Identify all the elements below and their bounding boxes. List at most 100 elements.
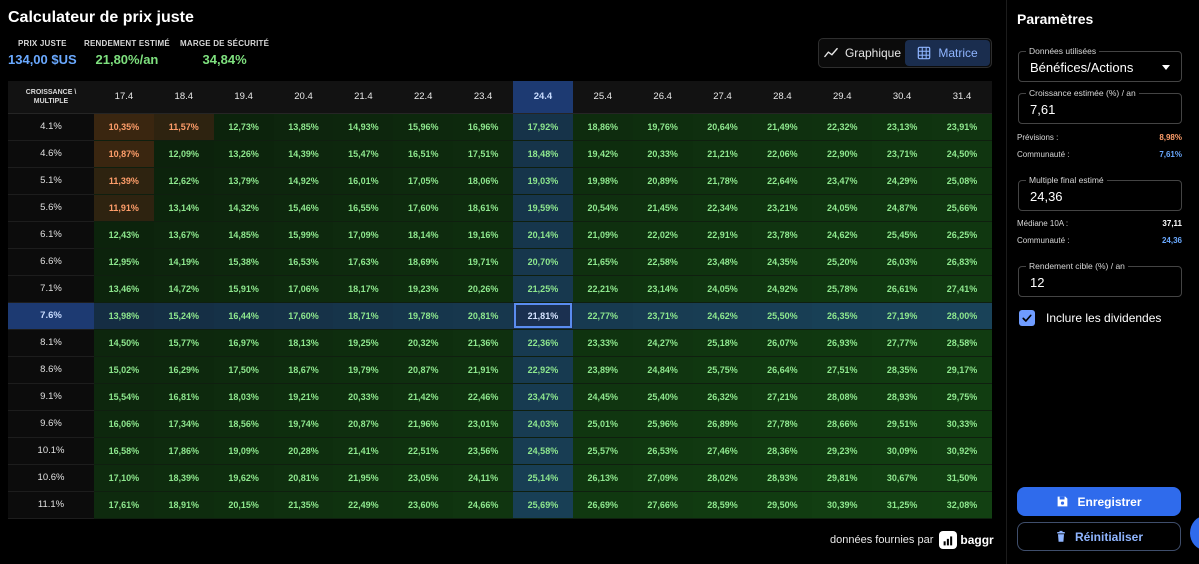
matrix-cell[interactable]: 17,09% xyxy=(333,221,394,249)
matrix-cell[interactable]: 25,18% xyxy=(692,329,753,357)
matrix-cell[interactable]: 18,71% xyxy=(333,302,394,330)
matrix-cell[interactable]: 18,06% xyxy=(453,167,514,195)
matrix-cell[interactable]: 22,92% xyxy=(513,356,573,384)
matrix-cell[interactable]: 20,87% xyxy=(333,410,394,438)
matrix-cell[interactable]: 24,62% xyxy=(812,221,873,249)
matrix-cell[interactable]: 23,01% xyxy=(453,410,514,438)
matrix-cell[interactable]: 20,81% xyxy=(453,302,514,330)
matrix-cell[interactable]: 24,50% xyxy=(932,140,992,168)
matrix-cell[interactable]: 18,69% xyxy=(393,248,454,276)
matrix-cell[interactable]: 16,96% xyxy=(453,113,514,141)
matrix-cell[interactable]: 15,91% xyxy=(213,275,274,303)
matrix-cell[interactable]: 14,92% xyxy=(273,167,334,195)
matrix-cell[interactable]: 24,05% xyxy=(812,194,873,222)
chart-view-button[interactable]: Graphique xyxy=(820,40,905,66)
matrix-cell[interactable]: 30,67% xyxy=(872,464,933,492)
matrix-cell[interactable]: 21,36% xyxy=(453,329,514,357)
matrix-cell[interactable]: 17,60% xyxy=(273,302,334,330)
matrix-cell[interactable]: 20,64% xyxy=(692,113,753,141)
matrix-cell[interactable]: 20,28% xyxy=(273,437,334,465)
matrix-cell[interactable]: 19,71% xyxy=(453,248,514,276)
matrix-cell[interactable]: 25,01% xyxy=(572,410,633,438)
matrix-cell[interactable]: 24,05% xyxy=(692,275,753,303)
matrix-cell[interactable]: 20,81% xyxy=(273,464,334,492)
matrix-cell[interactable]: 23,56% xyxy=(453,437,514,465)
matrix-cell[interactable]: 26,64% xyxy=(752,356,813,384)
matrix-cell[interactable]: 18,48% xyxy=(513,140,573,168)
matrix-cell[interactable]: 19,59% xyxy=(513,194,573,222)
matrix-cell[interactable]: 25,20% xyxy=(812,248,873,276)
matrix-cell[interactable]: 22,91% xyxy=(692,221,753,249)
matrix-cell[interactable]: 29,23% xyxy=(812,437,873,465)
matrix-cell[interactable]: 23,60% xyxy=(393,491,454,519)
matrix-cell[interactable]: 20,87% xyxy=(393,356,454,384)
matrix-cell[interactable]: 26,13% xyxy=(572,464,633,492)
matrix-cell[interactable]: 18,13% xyxy=(273,329,334,357)
matrix-cell[interactable]: 25,45% xyxy=(872,221,933,249)
matrix-cell[interactable]: 21,35% xyxy=(273,491,334,519)
matrix-cell[interactable]: 16,97% xyxy=(213,329,274,357)
matrix-cell[interactable]: 17,60% xyxy=(393,194,454,222)
matrix-cell[interactable]: 13,67% xyxy=(153,221,214,249)
save-button[interactable]: Enregistrer xyxy=(1017,487,1181,516)
matrix-cell[interactable]: 22,21% xyxy=(572,275,633,303)
matrix-cell[interactable]: 10,35% xyxy=(94,113,154,141)
matrix-cell[interactable]: 15,77% xyxy=(153,329,214,357)
matrix-cell[interactable]: 14,72% xyxy=(153,275,214,303)
matrix-cell[interactable]: 11,39% xyxy=(94,167,154,195)
matrix-cell[interactable]: 17,10% xyxy=(94,464,154,492)
matrix-cell[interactable]: 21,09% xyxy=(572,221,633,249)
matrix-cell[interactable]: 15,24% xyxy=(153,302,214,330)
matrix-cell[interactable]: 25,96% xyxy=(632,410,693,438)
matrix-cell[interactable]: 21,49% xyxy=(752,113,813,141)
matrix-cell[interactable]: 20,15% xyxy=(213,491,274,519)
matrix-cell[interactable]: 30,09% xyxy=(872,437,933,465)
matrix-cell[interactable]: 18,67% xyxy=(273,356,334,384)
matrix-cell[interactable]: 17,05% xyxy=(393,167,454,195)
matrix-cell[interactable]: 16,58% xyxy=(94,437,154,465)
matrix-cell[interactable]: 15,46% xyxy=(273,194,334,222)
matrix-cell[interactable]: 18,14% xyxy=(393,221,454,249)
matrix-cell[interactable]: 12,43% xyxy=(94,221,154,249)
matrix-cell[interactable]: 16,53% xyxy=(273,248,334,276)
matrix-cell[interactable]: 18,61% xyxy=(453,194,514,222)
matrix-cell[interactable]: 26,32% xyxy=(692,383,753,411)
matrix-cell[interactable]: 22,90% xyxy=(812,140,873,168)
matrix-cell[interactable]: 25,69% xyxy=(513,491,573,519)
matrix-cell[interactable]: 17,61% xyxy=(94,491,154,519)
matrix-cell[interactable]: 28,66% xyxy=(812,410,873,438)
matrix-cell[interactable]: 24,84% xyxy=(632,356,693,384)
matrix-cell[interactable]: 16,55% xyxy=(333,194,394,222)
reset-button[interactable]: Réinitialiser xyxy=(1017,522,1181,551)
matrix-cell[interactable]: 23,47% xyxy=(812,167,873,195)
matrix-cell[interactable]: 26,25% xyxy=(932,221,992,249)
matrix-cell[interactable]: 14,32% xyxy=(213,194,274,222)
matrix-cell[interactable]: 17,06% xyxy=(273,275,334,303)
matrix-cell[interactable]: 25,40% xyxy=(632,383,693,411)
matrix-cell[interactable]: 29,51% xyxy=(872,410,933,438)
matrix-cell[interactable]: 24,03% xyxy=(513,410,573,438)
matrix-cell[interactable]: 21,95% xyxy=(333,464,394,492)
matrix-cell[interactable]: 22,32% xyxy=(812,113,873,141)
matrix-cell[interactable]: 10,87% xyxy=(94,140,154,168)
matrix-cell[interactable]: 25,57% xyxy=(572,437,633,465)
matrix-cell[interactable]: 13,14% xyxy=(153,194,214,222)
matrix-cell[interactable]: 18,17% xyxy=(333,275,394,303)
matrix-cell[interactable]: 26,61% xyxy=(872,275,933,303)
matrix-cell[interactable]: 18,91% xyxy=(153,491,214,519)
matrix-cell[interactable]: 24,35% xyxy=(752,248,813,276)
matrix-view-button[interactable]: Matrice xyxy=(905,40,990,66)
matrix-cell[interactable]: 24,92% xyxy=(752,275,813,303)
matrix-cell[interactable]: 25,75% xyxy=(692,356,753,384)
matrix-cell[interactable]: 28,93% xyxy=(872,383,933,411)
matrix-cell[interactable]: 29,75% xyxy=(932,383,992,411)
matrix-cell[interactable]: 22,46% xyxy=(453,383,514,411)
matrix-cell[interactable]: 13,85% xyxy=(273,113,334,141)
matrix-cell[interactable]: 15,02% xyxy=(94,356,154,384)
matrix-cell[interactable]: 16,81% xyxy=(153,383,214,411)
matrix-cell[interactable]: 11,91% xyxy=(94,194,154,222)
matrix-cell[interactable]: 15,38% xyxy=(213,248,274,276)
matrix-cell[interactable]: 19,09% xyxy=(213,437,274,465)
matrix-cell[interactable]: 23,14% xyxy=(632,275,693,303)
matrix-cell[interactable]: 19,23% xyxy=(393,275,454,303)
